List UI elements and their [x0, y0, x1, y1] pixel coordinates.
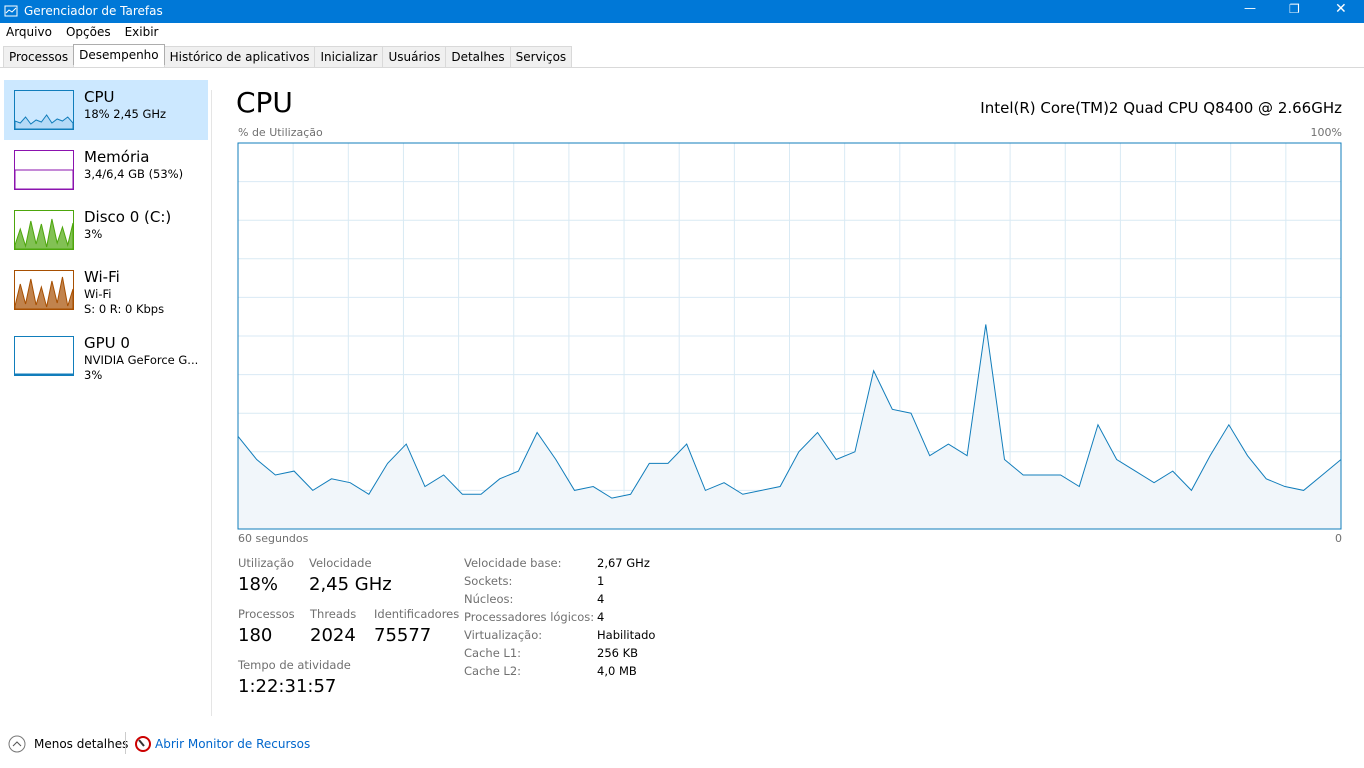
graph-border: [237, 142, 1342, 530]
stat-value: 2024: [310, 625, 356, 646]
close[interactable]: ✕: [1335, 1, 1347, 17]
tab[interactable]: Detalhes: [445, 46, 511, 67]
app-icon: [4, 5, 18, 17]
detail-key: Processadores lógicos:: [464, 610, 595, 624]
sidebar-line: S: 0 R: 0 Kbps: [84, 302, 165, 316]
title-bar: Gerenciador de Tarefas — ❐ ✕: [0, 0, 1364, 23]
detail-value: 4: [597, 592, 605, 606]
detail-key: Virtualização:: [464, 628, 543, 642]
tabs: Processos Desempenho Histórico de aplicati…: [3, 44, 573, 67]
x-end-label: 0: [1335, 532, 1342, 545]
sparkline-area: [14, 114, 74, 130]
maximize[interactable]: ❐: [1289, 2, 1300, 16]
sidebar-line: NVIDIA GeForce G...: [84, 353, 199, 367]
sidebar-item[interactable]: GPU 0 NVIDIA GeForce G... 3%: [4, 326, 208, 386]
less-icon: [8, 735, 26, 753]
window-title: Gerenciador de Tarefas: [24, 4, 163, 18]
detail-value: 256 KB: [597, 646, 639, 660]
y-max-label: 100%: [1310, 126, 1342, 139]
tab[interactable]: Desempenho: [73, 44, 165, 65]
y-label: % de Utilização: [238, 126, 323, 139]
tab[interactable]: Processos: [3, 46, 75, 67]
detail-value: Habilitado: [597, 628, 656, 642]
sidebar-line: Wi-Fi: [84, 287, 112, 301]
sidebar-line: 18% 2,45 GHz: [84, 107, 167, 121]
stat-label: Identificadores: [374, 607, 460, 621]
menu-item[interactable]: Opções: [65, 25, 111, 39]
minimize[interactable]: —: [1244, 1, 1256, 15]
sidebar-line: 3%: [84, 368, 103, 382]
tab-divider: [0, 67, 1364, 68]
sidebar-title: Disco 0 (C:): [84, 208, 172, 226]
sparkline: [14, 169, 74, 190]
detail-key: Velocidade base:: [464, 556, 562, 570]
sidebar-title: GPU 0: [84, 334, 130, 352]
cpu-line: [237, 324, 1342, 499]
detail-key: Sockets:: [464, 574, 513, 588]
tab[interactable]: Inicializar: [314, 46, 384, 67]
stat-value: 75577: [374, 625, 432, 646]
menu-item[interactable]: Exibir: [124, 25, 159, 39]
sidebar-item[interactable]: Wi-Fi Wi-Fi S: 0 R: 0 Kbps: [4, 260, 208, 320]
sparkline-area: [14, 373, 74, 376]
detail-value: 4: [597, 610, 605, 624]
footer: Menos detalhes Abrir Monitor de Recursos: [0, 718, 1364, 768]
tab[interactable]: Serviços: [509, 46, 573, 67]
sparkline: [14, 276, 74, 310]
resource-monitor[interactable]: Abrir Monitor de Recursos: [155, 737, 311, 751]
monitor-icon: [135, 736, 151, 752]
tab[interactable]: Usuários: [382, 46, 447, 67]
stat-label: Velocidade: [309, 556, 372, 570]
sidebar-item[interactable]: Disco 0 (C:) 3%: [4, 200, 208, 260]
sidebar-item[interactable]: CPU 18% 2,45 GHz: [4, 80, 208, 140]
thumbnail: [14, 90, 74, 130]
x-start-label: 60 segundos: [238, 532, 309, 545]
stat-label: Threads: [310, 607, 357, 621]
thumbnail: [14, 336, 74, 376]
sidebar-line: 3%: [84, 227, 103, 241]
sidebar-item[interactable]: Memória 3,4/6,4 GB (53%): [4, 140, 208, 200]
sep: [125, 732, 126, 754]
stat-label: Utilização: [238, 556, 295, 570]
sparkline-area: [14, 169, 74, 190]
detail-key: Cache L1:: [464, 646, 522, 660]
thumbnail: [14, 270, 74, 310]
thumbnail: [14, 150, 74, 190]
detail-key: Núcleos:: [464, 592, 514, 606]
detail-value: 1: [597, 574, 605, 588]
sidebar-title: Memória: [84, 148, 150, 166]
thumbnail: [14, 210, 74, 250]
stat-label: Processos: [238, 607, 295, 621]
cpu-graph: [237, 142, 1342, 530]
detail-value: 4,0 MB: [597, 664, 637, 678]
sidebar-title: Wi-Fi: [84, 268, 120, 286]
header-title: CPU: [236, 86, 293, 119]
area: [238, 324, 1341, 529]
detail-value: 2,67 GHz: [597, 556, 650, 570]
menu-bar: Arquivo Opções Exibir: [6, 25, 172, 39]
stat-value: 18%: [238, 574, 279, 595]
stat-value: 2,45 GHz: [309, 574, 392, 595]
processor: Intel(R) Core(TM)2 Quad CPU Q8400 @ 2.66…: [980, 99, 1342, 117]
menu-item[interactable]: Arquivo: [6, 25, 52, 39]
stat-label: Tempo de atividade: [238, 658, 351, 672]
stat-value: 180: [238, 625, 273, 646]
sparkline-area: [14, 218, 74, 250]
sidebar-title: CPU: [84, 88, 115, 106]
divider: [211, 90, 212, 716]
sidebar-line: 3,4/6,4 GB (53%): [84, 167, 184, 181]
sparkline: [14, 218, 74, 250]
stat-value: 1:22:31:57: [238, 676, 337, 697]
less-details[interactable]: Menos detalhes: [34, 737, 129, 751]
sparkline-area: [14, 276, 74, 310]
tab[interactable]: Histórico de aplicativos: [163, 46, 316, 67]
sparkline: [14, 114, 74, 130]
sparkline: [14, 373, 74, 376]
detail-key: Cache L2:: [464, 664, 522, 678]
